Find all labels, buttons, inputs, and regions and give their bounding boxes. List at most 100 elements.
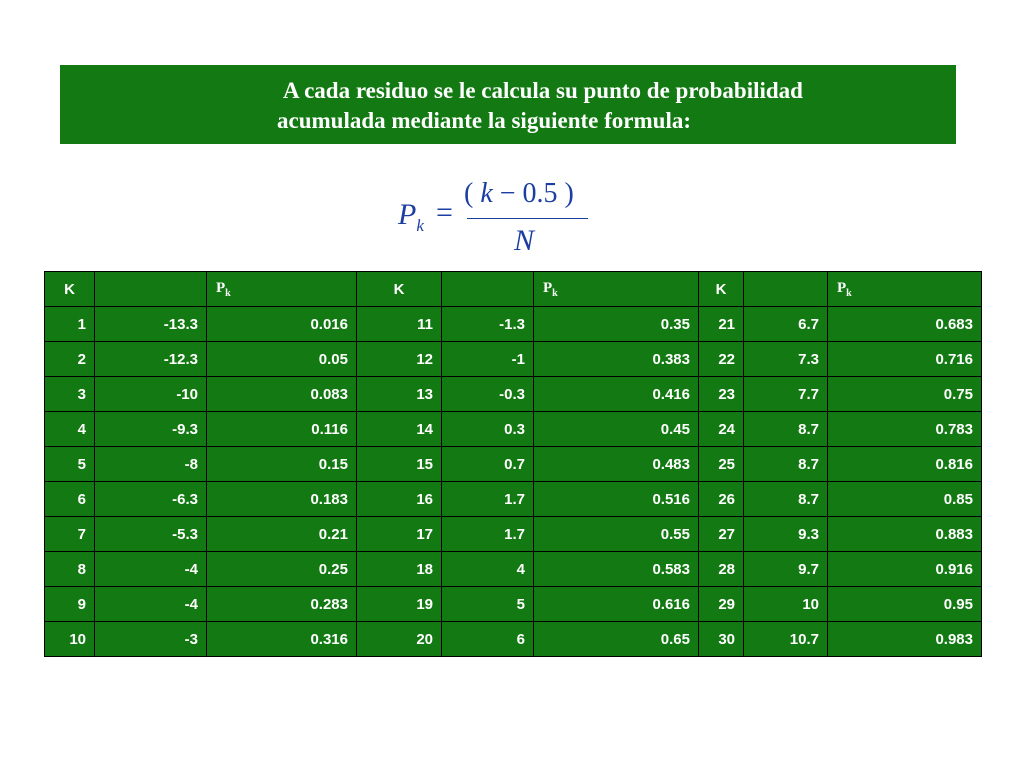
table-cell: 0.716 (827, 341, 982, 377)
table-row: 10 -3 0.316 20 6 0.65 30 10.7 0.983 (44, 621, 982, 657)
header-k: K (44, 271, 95, 307)
table-cell: 6 (44, 481, 95, 517)
table-cell: 6.7 (743, 306, 828, 342)
header-pk: Pk (827, 271, 982, 307)
table-cell: 8 (44, 551, 95, 587)
table-cell: 0.116 (206, 411, 357, 447)
header-blank (94, 271, 207, 307)
title-line-2: acumulada mediante la siguiente formula: (277, 108, 691, 133)
table-cell: 0.816 (827, 446, 982, 482)
table-cell: 20 (356, 621, 442, 657)
table-cell: 10 (743, 586, 828, 622)
fraction-bar (467, 218, 588, 219)
table-cell: -4 (94, 586, 207, 622)
formula-lhs-subscript: k (416, 216, 424, 235)
table-cell: 6 (441, 621, 534, 657)
table-cell: 0.383 (533, 341, 699, 377)
table-cell: -0.3 (441, 376, 534, 412)
table-row: 5 -8 0.15 15 0.7 0.483 25 8.7 0.816 (44, 446, 982, 482)
table-cell: 0.416 (533, 376, 699, 412)
table-cell: 1.7 (441, 481, 534, 517)
table-cell: -10 (94, 376, 207, 412)
table-cell: 22 (698, 341, 744, 377)
table-cell: -13.3 (94, 306, 207, 342)
table-cell: 7.7 (743, 376, 828, 412)
table-cell: -8 (94, 446, 207, 482)
table-cell: -5.3 (94, 516, 207, 552)
table-cell: 0.7 (441, 446, 534, 482)
table-cell: -9.3 (94, 411, 207, 447)
table-row: 7 -5.3 0.21 17 1.7 0.55 27 9.3 0.883 (44, 516, 982, 552)
table-cell: 9.7 (743, 551, 828, 587)
formula-denominator: N (514, 224, 535, 257)
table-row: 1 -13.3 0.016 11 -1.3 0.35 21 6.7 0.683 (44, 306, 982, 342)
header-k: K (698, 271, 744, 307)
table-cell: -1.3 (441, 306, 534, 342)
table-cell: 27 (698, 516, 744, 552)
table-cell: 0.25 (206, 551, 357, 587)
header-pk: Pk (533, 271, 699, 307)
table-cell: 26 (698, 481, 744, 517)
table-cell: 0.55 (533, 516, 699, 552)
table-cell: 10.7 (743, 621, 828, 657)
table-cell: 0.45 (533, 411, 699, 447)
table-cell: 0.15 (206, 446, 357, 482)
table-cell: 7 (44, 516, 95, 552)
table-cell: 0.85 (827, 481, 982, 517)
table-cell: 28 (698, 551, 744, 587)
table-cell: 21 (698, 306, 744, 342)
table-cell: 0.516 (533, 481, 699, 517)
table-cell: 23 (698, 376, 744, 412)
table-cell: 4 (44, 411, 95, 447)
table-cell: -3 (94, 621, 207, 657)
table-cell: 16 (356, 481, 442, 517)
title-banner: A cada residuo se le calcula su punto de… (60, 65, 956, 144)
table-cell: 0.083 (206, 376, 357, 412)
table-cell: 0.75 (827, 376, 982, 412)
table-row: 2 -12.3 0.05 12 -1 0.383 22 7.3 0.716 (44, 341, 982, 377)
table-cell: 2 (44, 341, 95, 377)
table-cell: 8.7 (743, 411, 828, 447)
table-cell: 14 (356, 411, 442, 447)
table-cell: 30 (698, 621, 744, 657)
formula-lhs: Pk (398, 198, 424, 235)
table-cell: 13 (356, 376, 442, 412)
table-cell: 10 (44, 621, 95, 657)
table-cell: 9.3 (743, 516, 828, 552)
table-cell: -12.3 (94, 341, 207, 377)
table-cell: 0.583 (533, 551, 699, 587)
table-row: 3 -10 0.083 13 -0.3 0.416 23 7.7 0.75 (44, 376, 982, 412)
table-cell: 5 (44, 446, 95, 482)
table-cell: 0.916 (827, 551, 982, 587)
table-cell: 4 (441, 551, 534, 587)
table-row: 8 -4 0.25 18 4 0.583 28 9.7 0.916 (44, 551, 982, 587)
formula-numerator: ( k − 0.5 ) (464, 178, 574, 209)
probability-formula: Pk = ( k − 0.5 ) N (392, 176, 602, 266)
header-pk: Pk (206, 271, 357, 307)
header-blank (743, 271, 828, 307)
table-cell: 11 (356, 306, 442, 342)
table-cell: 24 (698, 411, 744, 447)
header-blank (441, 271, 534, 307)
table-cell: 0.783 (827, 411, 982, 447)
table-cell: 0.65 (533, 621, 699, 657)
header-k: K (356, 271, 442, 307)
table-cell: 5 (441, 586, 534, 622)
formula-equals: = (436, 196, 453, 229)
table-cell: 0.683 (827, 306, 982, 342)
table-cell: 3 (44, 376, 95, 412)
table-cell: 0.016 (206, 306, 357, 342)
table-cell: 19 (356, 586, 442, 622)
table-cell: 0.35 (533, 306, 699, 342)
table-cell: 9 (44, 586, 95, 622)
table-row: 9 -4 0.283 19 5 0.616 29 10 0.95 (44, 586, 982, 622)
table-cell: 7.3 (743, 341, 828, 377)
table-cell: -1 (441, 341, 534, 377)
table-cell: 29 (698, 586, 744, 622)
table-cell: 0.983 (827, 621, 982, 657)
table-cell: 12 (356, 341, 442, 377)
table-row: 4 -9.3 0.116 14 0.3 0.45 24 8.7 0.783 (44, 411, 982, 447)
table-cell: 0.95 (827, 586, 982, 622)
table-cell: 0.3 (441, 411, 534, 447)
title-line-1: A cada residuo se le calcula su punto de… (283, 78, 803, 103)
